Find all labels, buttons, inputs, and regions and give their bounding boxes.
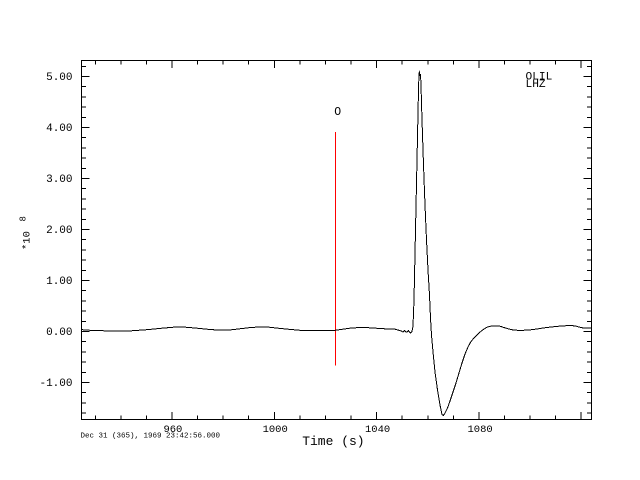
svg-text:Dec 31 (365), 1969 23:42:56.00: Dec 31 (365), 1969 23:42:56.000 (81, 433, 221, 441)
svg-text:960: 960 (163, 424, 182, 436)
svg-text:8: 8 (19, 216, 29, 221)
svg-text:4.00: 4.00 (46, 123, 72, 135)
svg-text:1080: 1080 (467, 424, 492, 436)
svg-text:1040: 1040 (365, 424, 390, 436)
svg-text:O: O (334, 106, 341, 119)
svg-text:3.00: 3.00 (46, 174, 72, 186)
svg-text:1.00: 1.00 (46, 276, 72, 288)
svg-text:*10: *10 (22, 231, 34, 250)
svg-text:2.00: 2.00 (46, 225, 72, 237)
svg-text:LHZ: LHZ (526, 79, 546, 91)
svg-text:Time (s): Time (s) (302, 434, 364, 449)
svg-text:0.00: 0.00 (46, 327, 72, 339)
svg-text:-1.00: -1.00 (39, 378, 72, 390)
svg-text:1000: 1000 (263, 424, 288, 436)
svg-text:OLIL: OLIL (526, 72, 553, 84)
svg-text:5.00: 5.00 (46, 72, 72, 84)
